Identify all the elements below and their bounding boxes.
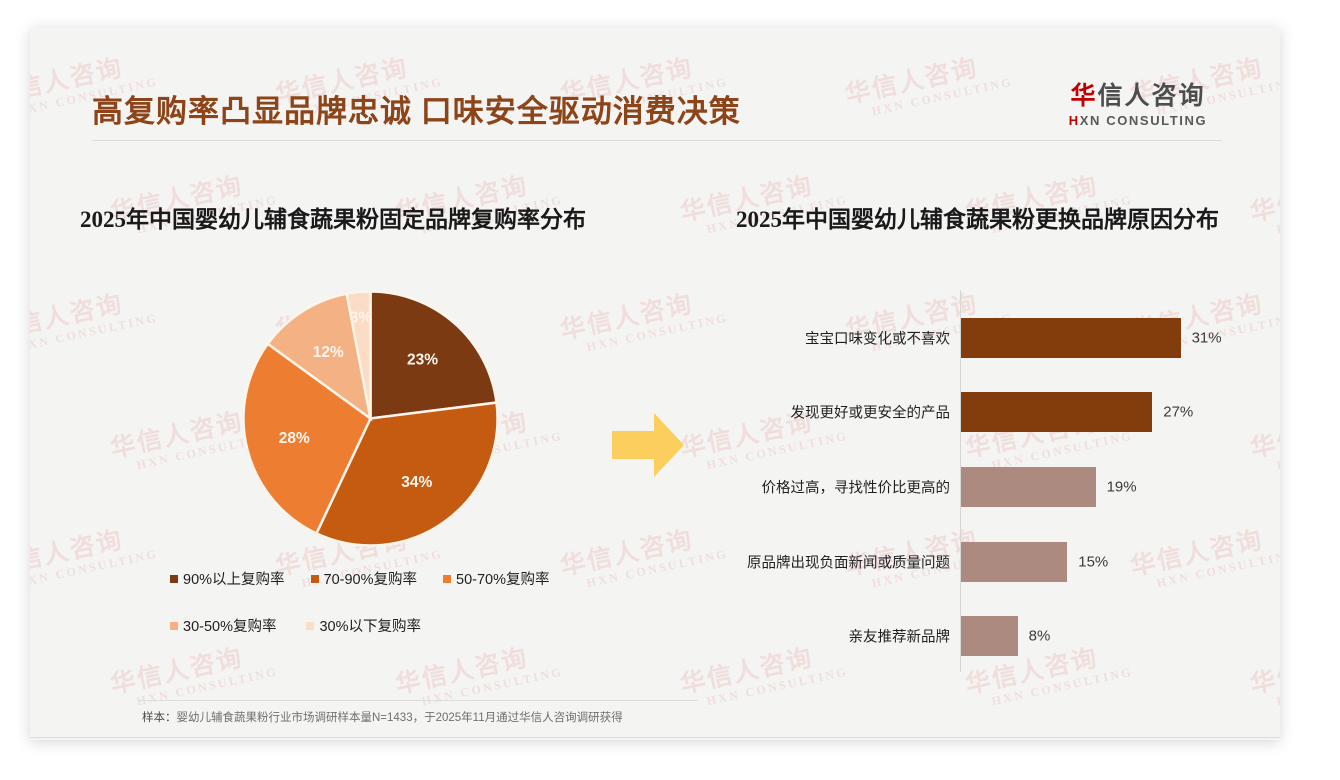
pie-svg: 23% 34% 28% 12% 3% xyxy=(243,291,498,546)
slide-header: 高复购率凸显品牌忠诚 口味安全驱动消费决策 华信人咨询 HXN CONSULTI… xyxy=(30,28,1280,129)
bar-category-label: 亲友推荐新品牌 xyxy=(848,629,951,646)
right-arrow-icon xyxy=(610,410,686,485)
bar-rect[interactable] xyxy=(961,318,1181,358)
legend-swatch-0 xyxy=(170,574,178,583)
legend-row-2: 30-50%复购率 30%以下复购率 xyxy=(170,615,590,636)
legend-label-3: 30-50%复购率 xyxy=(183,619,277,635)
bar-value-label: 8% xyxy=(1028,627,1051,645)
page-title: 高复购率凸显品牌忠诚 口味安全驱动消费决策 xyxy=(92,94,741,129)
legend-item-2[interactable]: 50-70%复购率 xyxy=(443,568,550,589)
bar-chart-axis xyxy=(960,290,961,672)
header-divider xyxy=(92,140,1222,141)
bar-value-label: 15% xyxy=(1078,553,1109,571)
legend-label-1: 70-90%复购率 xyxy=(323,572,418,588)
bar-rect[interactable] xyxy=(961,392,1153,432)
pie-slice-label: 23% xyxy=(407,351,438,368)
bar-row: 价格过高，寻找性价比更高的 19% xyxy=(720,467,1280,507)
pie-slice[interactable] xyxy=(345,291,372,419)
pie-slice[interactable] xyxy=(266,292,373,422)
legend-swatch-4 xyxy=(306,621,315,630)
switch-reason-bar-chart: 宝宝口味变化或不喜欢 31% 发现更好或更安全的产品 27% 价格过高，寻找性价比更高的… xyxy=(720,286,1280,678)
sample-note-lead: 样本： xyxy=(142,712,177,724)
bar-value-label: 27% xyxy=(1163,403,1194,421)
legend-item-1[interactable]: 70-90%复购率 xyxy=(310,568,418,589)
bar-category-label: 价格过高，寻找性价比更高的 xyxy=(761,480,951,497)
bar-value-label: 31% xyxy=(1191,329,1222,347)
repurchase-pie-chart: 23% 34% 28% 12% 3% xyxy=(243,291,498,546)
brand-logo: 华信人咨询 HXN CONSULTING xyxy=(1038,76,1238,128)
logo-chinese-text: 华信人咨询 xyxy=(1038,76,1238,112)
logo-cn-red: 华 xyxy=(1070,83,1098,110)
bar-category-label: 原品牌出现负面新闻或质量问题 xyxy=(747,555,950,572)
legend-swatch-1 xyxy=(310,574,319,583)
legend-label-4: 30%以下复购率 xyxy=(319,619,422,635)
bar-category-label: 宝宝口味变化或不喜欢 xyxy=(805,331,950,348)
arrow-svg xyxy=(612,413,684,477)
slide-canvas: 华信人咨询 HXN CONSULTING 华信人咨询 HXN CONSULTING 华信… xyxy=(30,28,1280,740)
bar-row: 宝宝口味变化或不喜欢 31% xyxy=(720,318,1280,358)
pie-legend: 90%以上复购率 70-90%复购率 50-70%复购率 30-50%复购率 3… xyxy=(170,568,590,662)
bar-rect[interactable] xyxy=(961,542,1068,582)
pie-slice-label: 34% xyxy=(401,474,432,491)
pie-slice-label: 12% xyxy=(313,344,344,361)
pie-slice[interactable] xyxy=(243,342,373,536)
bar-category-label: 发现更好或更安全的产品 xyxy=(790,405,951,422)
right-chart-panel: 2025年中国婴幼儿辅食蔬果粉更换品牌原因分布 xyxy=(736,200,1219,234)
bar-rect[interactable] xyxy=(961,616,1018,656)
logo-en-rest: XN CONSULTING xyxy=(1079,113,1208,128)
logo-cn-rest: 信人咨询 xyxy=(1097,83,1206,110)
footnote-divider xyxy=(138,700,698,701)
bar-rect[interactable] xyxy=(961,467,1096,507)
bar-row: 发现更好或更安全的产品 27% xyxy=(720,392,1280,432)
legend-swatch-2 xyxy=(443,574,452,583)
logo-english-text: HXN CONSULTING xyxy=(1038,113,1238,128)
legend-item-4[interactable]: 30%以下复购率 xyxy=(306,615,421,636)
bar-value-label: 19% xyxy=(1106,478,1137,496)
footer-divider xyxy=(30,737,1280,738)
legend-swatch-3 xyxy=(170,621,178,630)
right-chart-title: 2025年中国婴幼儿辅食蔬果粉更换品牌原因分布 xyxy=(736,207,1219,232)
legend-item-0[interactable]: 90%以上复购率 xyxy=(170,568,285,589)
pie-slice-label: 3% xyxy=(350,309,373,326)
legend-item-3[interactable]: 30-50%复购率 xyxy=(170,615,276,636)
left-chart-title: 2025年中国婴幼儿辅食蔬果粉固定品牌复购率分布 xyxy=(80,207,586,232)
logo-en-red: H xyxy=(1068,113,1080,128)
legend-label-0: 90%以上复购率 xyxy=(183,572,285,588)
pie-slice-label: 28% xyxy=(279,430,310,447)
bar-row: 亲友推荐新品牌 8% xyxy=(720,616,1280,656)
left-chart-panel: 2025年中国婴幼儿辅食蔬果粉固定品牌复购率分布 xyxy=(80,200,586,234)
pie-slice[interactable] xyxy=(369,291,498,420)
sample-note-text: 婴幼儿辅食蔬果粉行业市场调研样本量N=1433，于2025年11月通过华信人咨询… xyxy=(176,712,623,724)
legend-row-1: 90%以上复购率 70-90%复购率 50-70%复购率 xyxy=(170,568,590,589)
legend-label-2: 50-70%复购率 xyxy=(456,572,550,588)
sample-note: 样本：婴幼儿辅食蔬果粉行业市场调研样本量N=1433，于2025年11月通过华信… xyxy=(142,709,623,725)
bar-row: 原品牌出现负面新闻或质量问题 15% xyxy=(720,542,1280,582)
